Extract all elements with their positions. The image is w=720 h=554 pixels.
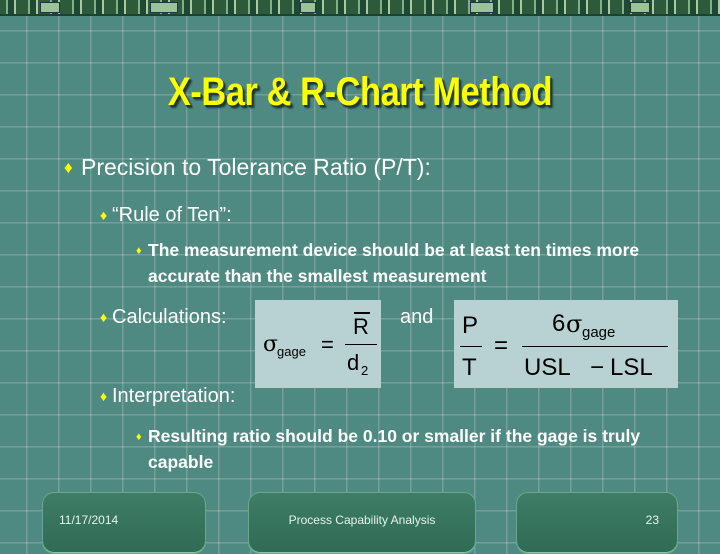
- bullet-text: Resulting ratio should be 0.10 or smalle…: [148, 426, 641, 472]
- bullet-text: “Rule of Ten”:: [112, 204, 232, 226]
- footer-page-tab: 23: [516, 492, 678, 554]
- circuit-border-strip: [0, 0, 720, 16]
- diamond-bullet-icon: ♦: [100, 207, 108, 223]
- diamond-bullet-icon: ♦: [136, 245, 142, 257]
- diamond-bullet-icon: ♦: [64, 158, 73, 177]
- r-bar-overline: [354, 312, 370, 314]
- equals-sign: =: [494, 332, 509, 359]
- d-subscript: 2: [361, 363, 369, 378]
- formula-sigma-gage: σ gage = R d 2: [255, 300, 381, 388]
- t-denominator: T: [462, 354, 477, 381]
- sigma-subscript: gage: [277, 344, 306, 359]
- footer-date: 11/17/2014: [59, 513, 119, 527]
- bullet-text: Precision to Tolerance Ratio (P/T):: [81, 154, 431, 180]
- diamond-bullet-icon: ♦: [136, 431, 142, 443]
- minus-sign: −: [590, 354, 605, 381]
- lsl-term: LSL: [610, 354, 653, 381]
- and-connector: and: [400, 306, 434, 328]
- bullet-text: Interpretation:: [112, 385, 236, 407]
- diamond-bullet-icon: ♦: [100, 388, 108, 404]
- footer-center-text: Process Capability Analysis: [288, 513, 436, 527]
- formula-pt-ratio: P T = 6 σ gage USL − LSL: [454, 300, 678, 388]
- slide-title: X-Bar & R-Chart Method: [167, 70, 553, 114]
- sigma-subscript: gage: [582, 324, 616, 341]
- footer-title-tab: Process Capability Analysis: [248, 492, 476, 554]
- d-denominator: d: [347, 350, 360, 375]
- six-coefficient: 6: [552, 310, 566, 337]
- slide-number: 23: [645, 513, 659, 527]
- bullet-text: The measurement device should be at leas…: [148, 240, 640, 286]
- usl-term: USL: [524, 354, 571, 381]
- p-numerator: P: [462, 312, 479, 339]
- equals-sign: =: [321, 332, 334, 357]
- pt-fraction-bar: [460, 346, 482, 347]
- footer-date-tab: 11/17/2014: [42, 492, 206, 554]
- sigma-symbol: σ: [566, 310, 583, 338]
- r-bar-numerator: R: [353, 314, 369, 339]
- sigma-symbol: σ: [263, 332, 279, 357]
- fraction-bar: [345, 344, 377, 345]
- main-fraction-bar: [522, 346, 668, 347]
- bullet-text: Calculations:: [112, 306, 227, 328]
- diamond-bullet-icon: ♦: [100, 309, 108, 325]
